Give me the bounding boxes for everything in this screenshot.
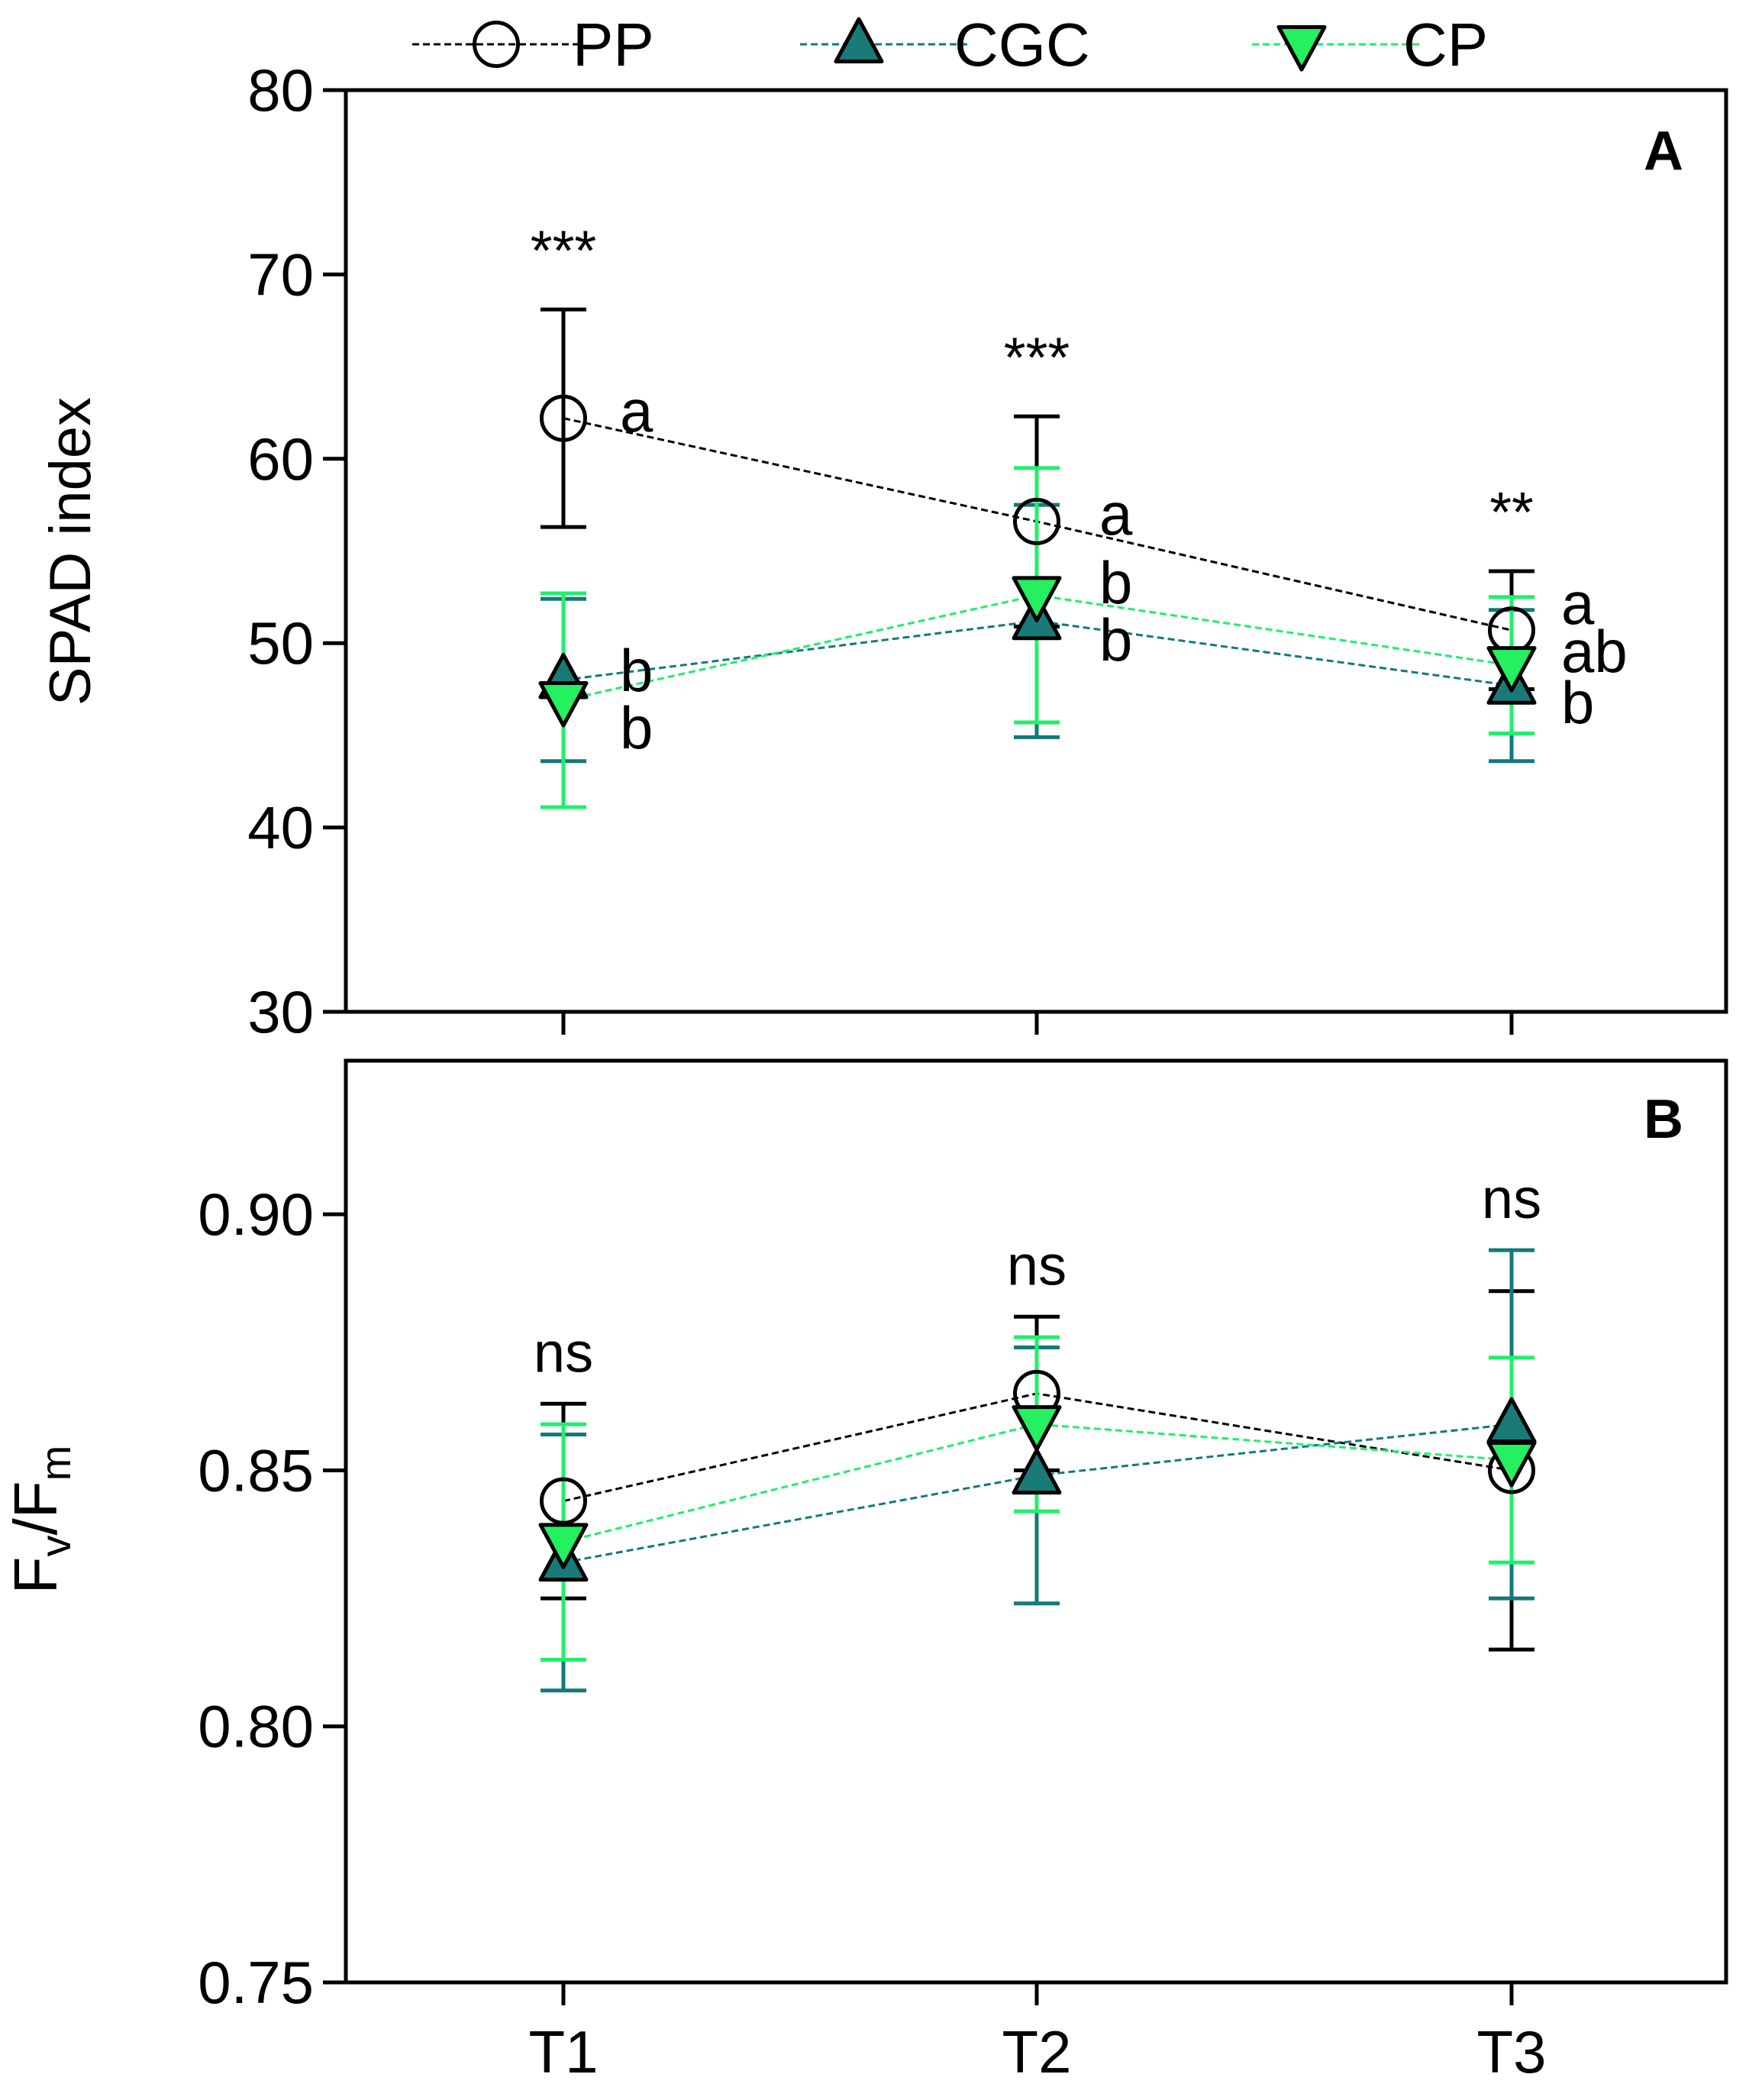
panel-b-series [538, 1248, 1537, 1693]
panel-b-x-ticks: T1 T2 T3 [528, 1982, 1547, 2085]
y-tick-label: 0.90 [198, 1181, 314, 1248]
legend-label-pp: PP [573, 11, 654, 79]
data-point-cp [1486, 646, 1537, 693]
letter-cgc: b [1561, 669, 1594, 736]
significance-label: *** [531, 218, 596, 282]
letter-cgc: b [620, 637, 653, 704]
significance-label: ns [1482, 1167, 1541, 1230]
x-tick-label: T1 [528, 2018, 598, 2085]
panel-a-y-axis-label: SPAD index [38, 397, 103, 706]
data-point-pp [540, 1477, 587, 1525]
data-point-cp [1012, 576, 1062, 622]
letter-cp: b [1099, 549, 1132, 616]
letter-pp: a [1099, 480, 1133, 548]
data-point-cp [1486, 1441, 1537, 1488]
data-point-cgc [1486, 1397, 1537, 1444]
letter-cp: b [620, 694, 653, 761]
legend-marker-cp [1276, 25, 1327, 72]
legend-label-cp: CP [1403, 11, 1488, 79]
data-point-cp [538, 1523, 589, 1569]
legend-marker-pp [473, 21, 520, 68]
legend-label-cgc: CGC [954, 11, 1090, 79]
significance-label: *** [1004, 325, 1070, 389]
ylabel-slash-f: /F [2, 1481, 69, 1535]
significance-label: ns [1007, 1233, 1067, 1297]
legend: PP CGC CP [412, 11, 1488, 79]
y-tick-label: 70 [247, 241, 314, 308]
panel-a-x-ticks [561, 1012, 1514, 1035]
ylabel-sub-m: m [31, 1446, 79, 1481]
panel-b: B Fv/Fm 0.75 0.80 0.85 0.90 T1 T2 T3 ns ns ns [2, 1058, 1728, 2085]
y-tick-label: 40 [247, 794, 314, 861]
data-point-cp [538, 681, 589, 728]
y-tick-label: 0.85 [198, 1436, 314, 1504]
y-tick-label: 80 [247, 57, 314, 124]
letter-cgc: b [1099, 606, 1132, 674]
data-point-cp [1012, 1405, 1062, 1452]
legend-marker-cgc [834, 17, 884, 63]
panel-b-annotations: ns ns ns [534, 1167, 1541, 1384]
y-tick-label: 30 [247, 978, 314, 1045]
data-point-cgc [1012, 1448, 1062, 1495]
ylabel-f1: F [2, 1556, 69, 1594]
letter-pp: a [1561, 570, 1595, 637]
panel-a-label: A [1644, 121, 1683, 182]
x-tick-label: T2 [1002, 2018, 1071, 2085]
y-tick-label: 50 [247, 609, 314, 677]
panel-b-label: B [1644, 1089, 1683, 1150]
significance-label: ns [534, 1320, 593, 1384]
panel-b-y-ticks: 0.75 0.80 0.85 0.90 [198, 1181, 346, 2016]
letter-pp: a [620, 377, 653, 444]
letter-cp: ab [1561, 618, 1628, 685]
ylabel-sub-v: v [31, 1535, 79, 1556]
y-tick-label: 0.80 [198, 1693, 314, 1760]
panel-a-y-ticks: 30 40 50 60 70 80 [247, 57, 346, 1045]
y-tick-label: 60 [247, 425, 314, 493]
x-tick-label: T3 [1476, 2018, 1546, 2085]
data-point-pp [540, 394, 587, 442]
y-tick-label: 0.75 [198, 1949, 314, 2016]
panel-b-y-axis-label: Fv/Fm [2, 1446, 79, 1594]
data-point-pp [1013, 497, 1060, 545]
significance-label: ** [1489, 480, 1534, 544]
panel-a-series [538, 307, 1537, 809]
